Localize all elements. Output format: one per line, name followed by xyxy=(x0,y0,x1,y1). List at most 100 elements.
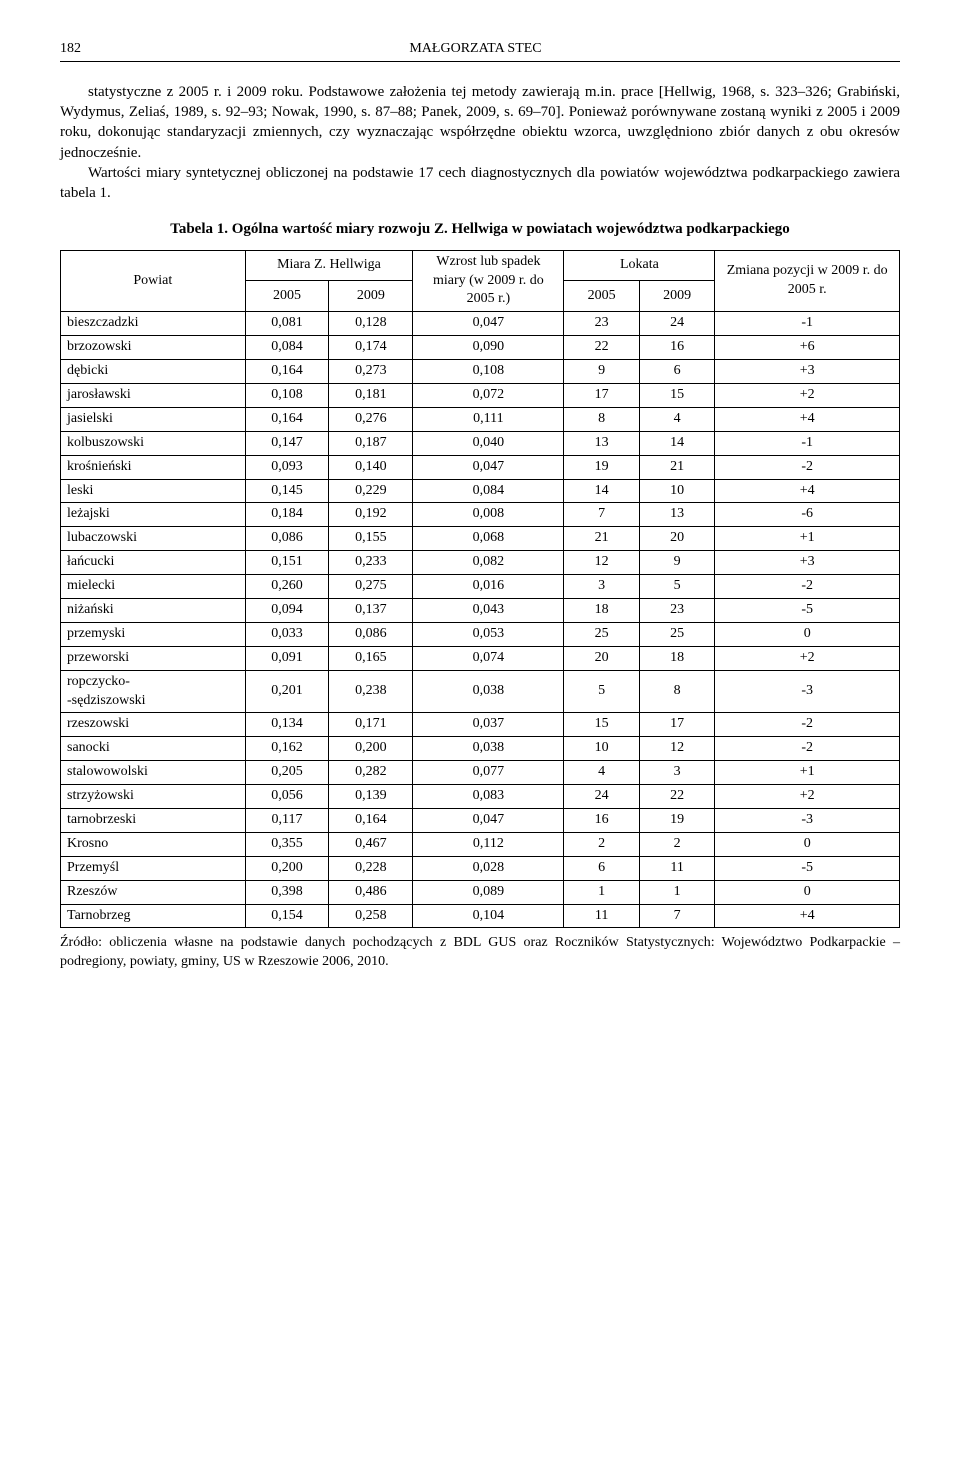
cell-m05: 0,355 xyxy=(245,832,329,856)
cell-m09: 0,187 xyxy=(329,431,413,455)
col-lokata-2009: 2009 xyxy=(639,281,715,312)
table-row: tarnobrzeski0,1170,1640,0471619-3 xyxy=(61,809,900,833)
cell-m09: 0,140 xyxy=(329,455,413,479)
cell-zm: -5 xyxy=(715,856,900,880)
name: leski xyxy=(61,479,246,503)
paragraph-1: statystyczne z 2005 r. i 2009 roku. Pods… xyxy=(60,82,900,163)
name: dębicki xyxy=(61,360,246,384)
cell-wz: 0,053 xyxy=(413,622,564,646)
cell-l09: 10 xyxy=(639,479,715,503)
cell-l09: 2 xyxy=(639,832,715,856)
cell-m09: 0,467 xyxy=(329,832,413,856)
body-paragraphs: statystyczne z 2005 r. i 2009 roku. Pods… xyxy=(60,82,900,204)
cell-l05: 7 xyxy=(564,503,640,527)
cell-l05: 9 xyxy=(564,360,640,384)
cell-zm: -1 xyxy=(715,431,900,455)
col-miara-group: Miara Z. Hellwiga xyxy=(245,250,413,281)
cell-m09: 0,275 xyxy=(329,575,413,599)
name: leżajski xyxy=(61,503,246,527)
cell-zm: 0 xyxy=(715,880,900,904)
name: sanocki xyxy=(61,737,246,761)
name: kolbuszowski xyxy=(61,431,246,455)
cell-l09: 16 xyxy=(639,336,715,360)
cell-m09: 0,181 xyxy=(329,383,413,407)
cell-l05: 4 xyxy=(564,761,640,785)
cell-l09: 19 xyxy=(639,809,715,833)
col-powiat: Powiat xyxy=(61,250,246,312)
cell-m05: 0,164 xyxy=(245,407,329,431)
cell-m05: 0,094 xyxy=(245,599,329,623)
cell-zm: -3 xyxy=(715,670,900,713)
name: przemyski xyxy=(61,622,246,646)
table-body: bieszczadzki0,0810,1280,0472324-1brzozow… xyxy=(61,312,900,928)
table-row: Tarnobrzeg0,1540,2580,104117+4 xyxy=(61,904,900,928)
table-row: łańcucki0,1510,2330,082129+3 xyxy=(61,551,900,575)
cell-m09: 0,276 xyxy=(329,407,413,431)
cell-l09: 21 xyxy=(639,455,715,479)
cell-m05: 0,033 xyxy=(245,622,329,646)
cell-wz: 0,108 xyxy=(413,360,564,384)
cell-wz: 0,089 xyxy=(413,880,564,904)
table-row: Rzeszów0,3980,4860,089110 xyxy=(61,880,900,904)
cell-m05: 0,117 xyxy=(245,809,329,833)
name: krośnieński xyxy=(61,455,246,479)
cell-zm: -1 xyxy=(715,312,900,336)
cell-zm: +6 xyxy=(715,336,900,360)
cell-l05: 22 xyxy=(564,336,640,360)
cell-l09: 7 xyxy=(639,904,715,928)
cell-m05: 0,200 xyxy=(245,856,329,880)
cell-m05: 0,398 xyxy=(245,880,329,904)
cell-m09: 0,174 xyxy=(329,336,413,360)
col-miara-2005: 2005 xyxy=(245,281,329,312)
cell-m09: 0,192 xyxy=(329,503,413,527)
cell-m09: 0,233 xyxy=(329,551,413,575)
cell-zm: +2 xyxy=(715,785,900,809)
cell-m09: 0,086 xyxy=(329,622,413,646)
table-row: leski0,1450,2290,0841410+4 xyxy=(61,479,900,503)
cell-m05: 0,145 xyxy=(245,479,329,503)
cell-l09: 22 xyxy=(639,785,715,809)
table-row: Krosno0,3550,4670,112220 xyxy=(61,832,900,856)
cell-wz: 0,028 xyxy=(413,856,564,880)
col-lokata-2005: 2005 xyxy=(564,281,640,312)
cell-l05: 12 xyxy=(564,551,640,575)
cell-zm: -2 xyxy=(715,737,900,761)
cell-zm: -2 xyxy=(715,713,900,737)
cell-wz: 0,008 xyxy=(413,503,564,527)
cell-l05: 25 xyxy=(564,622,640,646)
cell-m09: 0,273 xyxy=(329,360,413,384)
name: rzeszowski xyxy=(61,713,246,737)
cell-m05: 0,093 xyxy=(245,455,329,479)
cell-l05: 17 xyxy=(564,383,640,407)
cell-l05: 11 xyxy=(564,904,640,928)
cell-zm: +1 xyxy=(715,527,900,551)
cell-wz: 0,111 xyxy=(413,407,564,431)
cell-l05: 5 xyxy=(564,670,640,713)
running-header: 182 MAŁGORZATA STEC xyxy=(60,40,900,62)
name: Przemyśl xyxy=(61,856,246,880)
cell-l05: 2 xyxy=(564,832,640,856)
cell-l09: 5 xyxy=(639,575,715,599)
name: Tarnobrzeg xyxy=(61,904,246,928)
cell-l09: 20 xyxy=(639,527,715,551)
cell-wz: 0,090 xyxy=(413,336,564,360)
cell-m05: 0,108 xyxy=(245,383,329,407)
name: strzyżowski xyxy=(61,785,246,809)
cell-m09: 0,171 xyxy=(329,713,413,737)
cell-m09: 0,229 xyxy=(329,479,413,503)
cell-m09: 0,165 xyxy=(329,646,413,670)
table-row: bieszczadzki0,0810,1280,0472324-1 xyxy=(61,312,900,336)
cell-wz: 0,104 xyxy=(413,904,564,928)
paragraph-2: Wartości miary syntetycznej obliczonej n… xyxy=(60,163,900,204)
cell-wz: 0,043 xyxy=(413,599,564,623)
cell-m05: 0,086 xyxy=(245,527,329,551)
cell-l09: 17 xyxy=(639,713,715,737)
cell-wz: 0,047 xyxy=(413,809,564,833)
col-wzrost: Wzrost lub spadek miary (w 2009 r. do 20… xyxy=(413,250,564,312)
cell-l09: 1 xyxy=(639,880,715,904)
table-row: jarosławski0,1080,1810,0721715+2 xyxy=(61,383,900,407)
cell-l05: 8 xyxy=(564,407,640,431)
cell-m05: 0,205 xyxy=(245,761,329,785)
cell-m05: 0,151 xyxy=(245,551,329,575)
cell-zm: 0 xyxy=(715,622,900,646)
